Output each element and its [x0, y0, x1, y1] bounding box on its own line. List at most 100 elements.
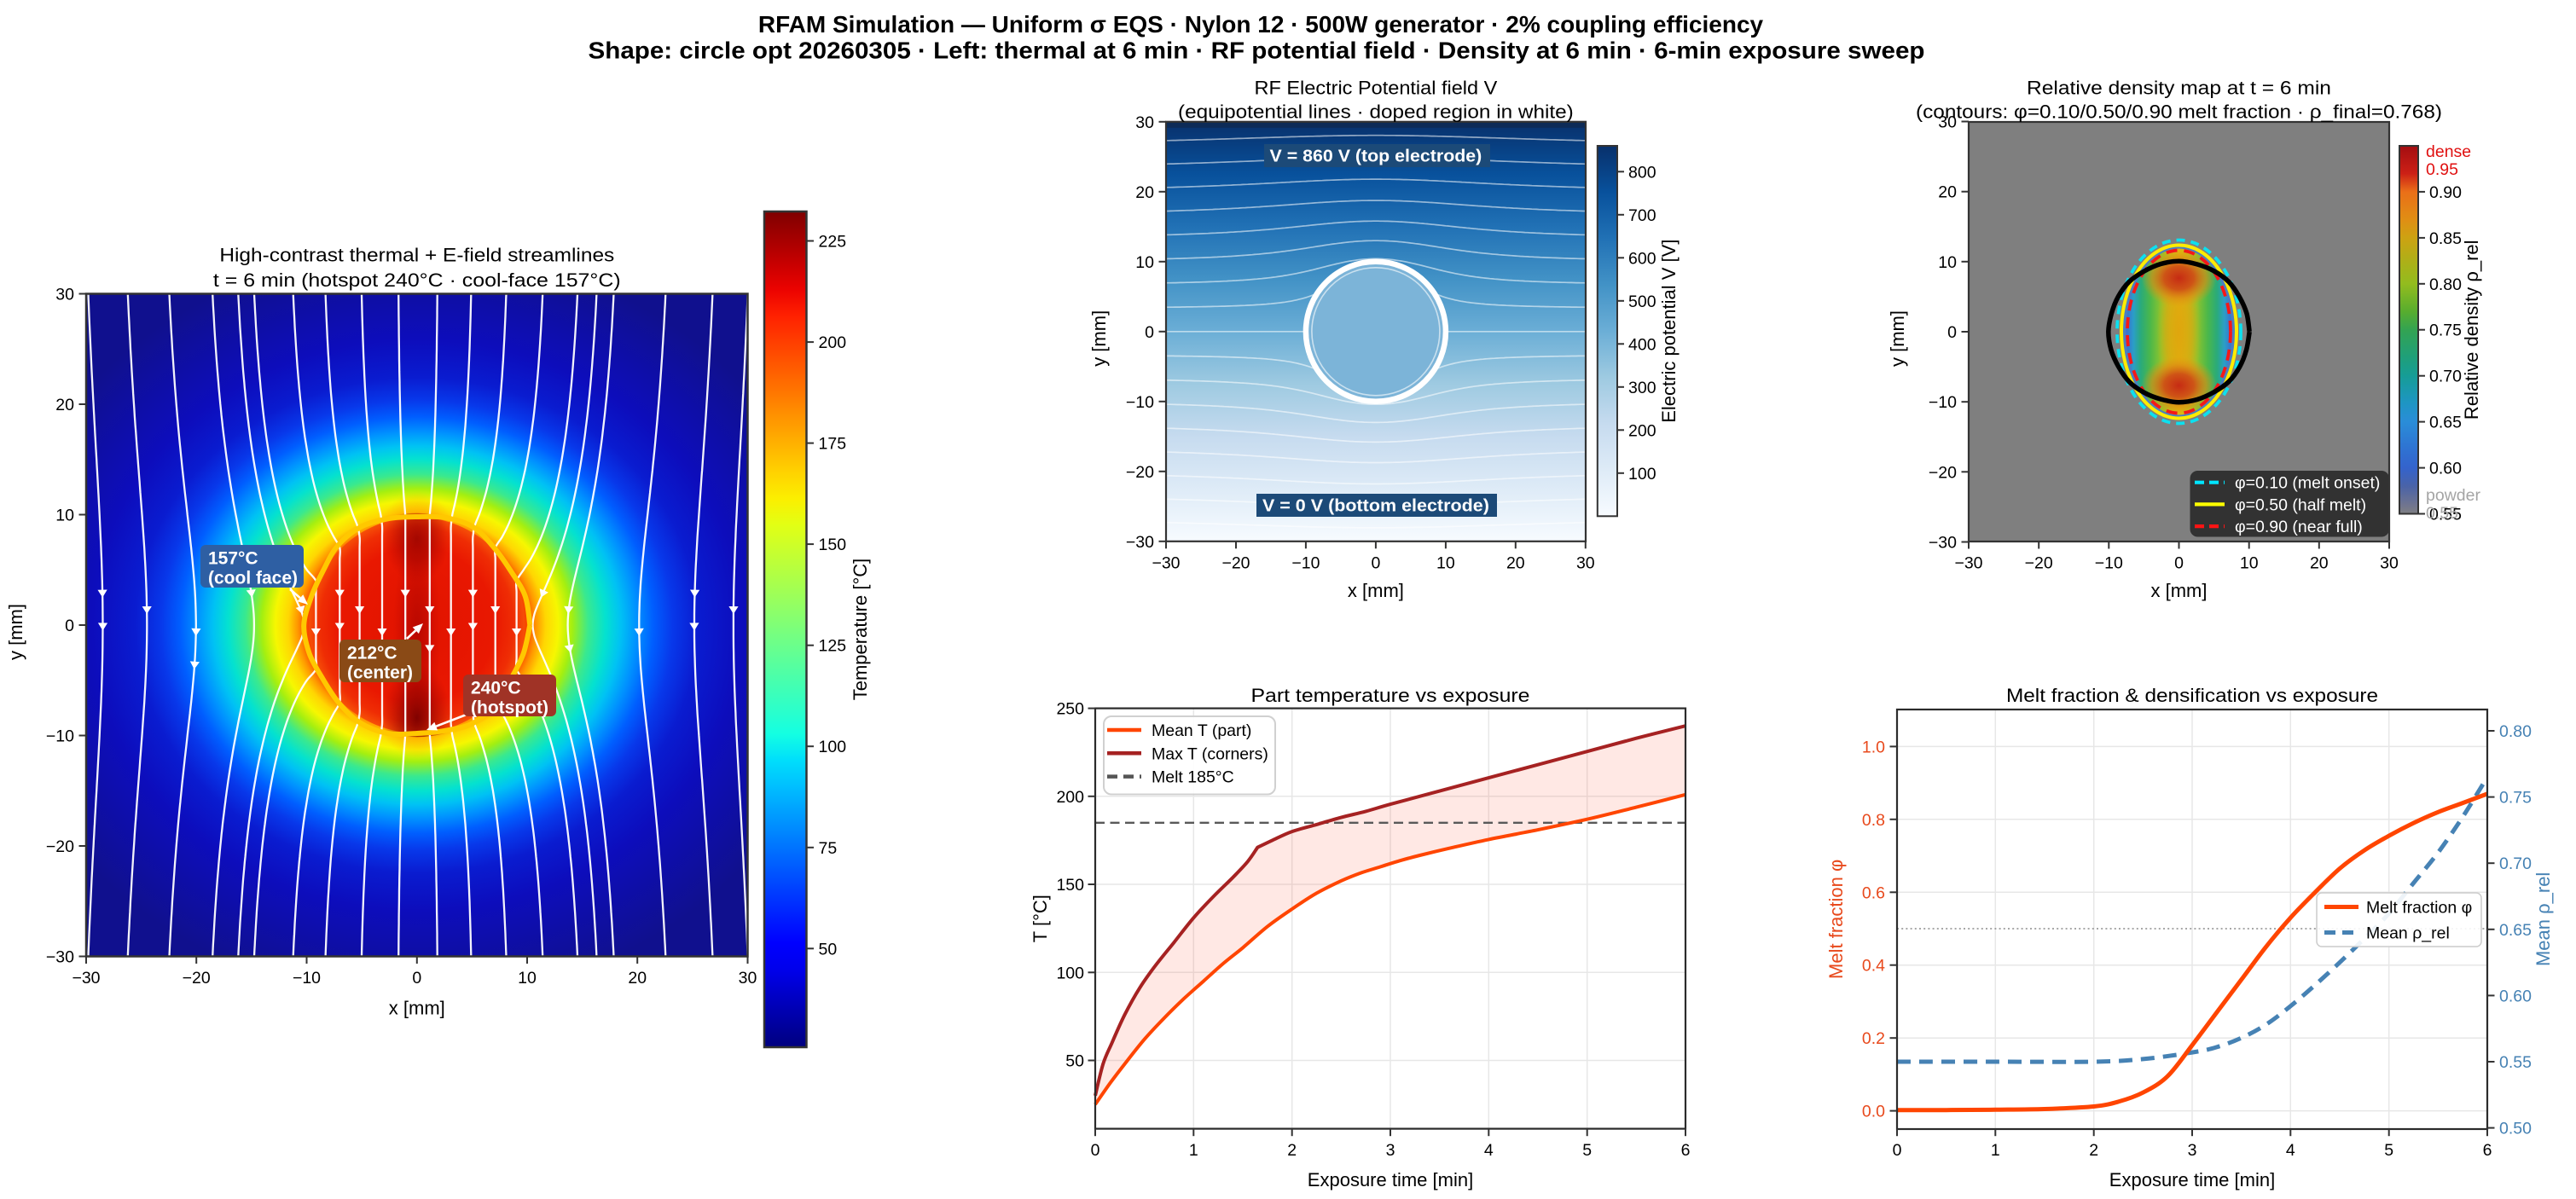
svg-text:20: 20 [1506, 554, 1525, 573]
svg-text:0.75: 0.75 [2499, 789, 2532, 808]
svg-text:0: 0 [1145, 323, 1154, 342]
svg-text:0: 0 [1371, 554, 1380, 573]
svg-text:Exposure time [min]: Exposure time [min] [2109, 1169, 2275, 1190]
svg-text:3: 3 [2188, 1141, 2197, 1160]
svg-text:200: 200 [1056, 788, 1084, 807]
svg-text:φ=0.90 (near full): φ=0.90 (near full) [2235, 518, 2363, 536]
svg-text:−30: −30 [72, 969, 100, 988]
svg-text:0.80: 0.80 [2499, 722, 2532, 741]
svg-text:−10: −10 [2095, 554, 2123, 573]
svg-text:High-contrast thermal + E-fiel: High-contrast thermal + E-field streamli… [219, 244, 614, 265]
svg-text:0.85: 0.85 [2429, 229, 2462, 248]
svg-text:−30: −30 [1152, 554, 1180, 573]
svg-text:50: 50 [819, 940, 838, 959]
svg-text:4: 4 [2286, 1141, 2295, 1160]
svg-text:y [mm]: y [mm] [1887, 310, 1908, 367]
svg-text:φ=0.10 (melt onset): φ=0.10 (melt onset) [2235, 474, 2380, 493]
svg-text:200: 200 [1628, 421, 1656, 440]
svg-text:Mean ρ_rel: Mean ρ_rel [2532, 872, 2554, 966]
svg-text:20: 20 [628, 969, 647, 988]
svg-text:0.70: 0.70 [2499, 854, 2532, 873]
svg-text:0.4: 0.4 [1862, 957, 1885, 976]
svg-text:20: 20 [55, 396, 74, 414]
svg-text:0: 0 [2174, 554, 2184, 573]
svg-text:−20: −20 [46, 837, 74, 856]
svg-text:0.8: 0.8 [1862, 811, 1885, 830]
svg-text:−20: −20 [2025, 554, 2053, 573]
svg-text:0.90: 0.90 [2429, 183, 2462, 202]
svg-text:10: 10 [1938, 253, 1957, 272]
svg-text:RF Electric Potential field V: RF Electric Potential field V [1255, 77, 1498, 98]
svg-text:0.65: 0.65 [2429, 414, 2462, 432]
svg-text:Mean ρ_rel: Mean ρ_rel [2366, 924, 2450, 943]
svg-text:0.55: 0.55 [2499, 1053, 2532, 1072]
svg-text:30: 30 [739, 969, 757, 988]
svg-text:−10: −10 [1291, 554, 1320, 573]
svg-text:20: 20 [1135, 183, 1154, 202]
svg-text:0.60: 0.60 [2429, 460, 2462, 478]
svg-text:−30: −30 [1126, 533, 1154, 552]
svg-text:0.80: 0.80 [2429, 275, 2462, 294]
svg-text:t = 6 min (hotspot 240°C · co: t = 6 min (hotspot 240°C · cool-face 157… [213, 269, 621, 292]
svg-text:φ=0.50 (half melt): φ=0.50 (half melt) [2235, 495, 2366, 514]
svg-text:300: 300 [1628, 379, 1656, 397]
svg-text:0.55: 0.55 [2429, 506, 2462, 524]
svg-text:200: 200 [819, 333, 847, 352]
svg-text:−10: −10 [293, 969, 321, 988]
svg-text:5: 5 [1582, 1141, 1592, 1160]
svg-text:0.95: 0.95 [2426, 160, 2458, 179]
svg-text:Melt fraction & densification: Melt fraction & densification vs exposur… [2006, 685, 2378, 706]
svg-text:0.70: 0.70 [2429, 368, 2462, 386]
svg-text:−30: −30 [1954, 554, 1982, 573]
svg-text:125: 125 [819, 637, 847, 656]
svg-text:dense: dense [2426, 142, 2471, 161]
svg-text:0: 0 [412, 969, 421, 988]
svg-text:V = 0 V (bottom electrode): V = 0 V (bottom electrode) [1262, 496, 1489, 515]
svg-text:0.65: 0.65 [2499, 921, 2532, 940]
svg-text:30: 30 [1135, 113, 1154, 132]
svg-text:800: 800 [1628, 163, 1656, 182]
svg-text:−30: −30 [46, 948, 74, 967]
svg-text:150: 150 [819, 536, 847, 554]
svg-text:(cool face): (cool face) [208, 569, 298, 588]
svg-text:(contours: φ=0.10/0.50/0.90 me: (contours: φ=0.10/0.50/0.90 melt fractio… [1916, 101, 2442, 122]
svg-text:2: 2 [2089, 1141, 2098, 1160]
svg-text:V = 860 V (top electrode): V = 860 V (top electrode) [1270, 147, 1482, 165]
svg-text:50: 50 [1065, 1052, 1084, 1071]
svg-text:10: 10 [55, 507, 74, 525]
svg-text:700: 700 [1628, 206, 1656, 225]
svg-text:x [mm]: x [mm] [2151, 580, 2208, 601]
svg-text:Melt fraction φ: Melt fraction φ [1825, 860, 1847, 979]
svg-text:0.60: 0.60 [2499, 987, 2532, 1005]
svg-text:3: 3 [1386, 1141, 1395, 1160]
svg-text:0.6: 0.6 [1862, 883, 1885, 902]
svg-text:Relative density ρ_rel: Relative density ρ_rel [2461, 240, 2482, 420]
svg-text:600: 600 [1628, 249, 1656, 268]
svg-text:2: 2 [1287, 1141, 1297, 1160]
svg-text:−10: −10 [1126, 393, 1154, 412]
svg-text:0: 0 [65, 617, 74, 635]
svg-text:6: 6 [1681, 1141, 1691, 1160]
svg-text:x [mm]: x [mm] [1348, 580, 1404, 601]
svg-text:1: 1 [1991, 1141, 2000, 1160]
svg-text:Electric potential V [V]: Electric potential V [V] [1658, 240, 1680, 423]
svg-text:0.50: 0.50 [2499, 1120, 2532, 1138]
svg-text:1: 1 [1189, 1141, 1198, 1160]
svg-text:6: 6 [2483, 1141, 2492, 1160]
svg-text:0.55: 0.55 [2426, 504, 2458, 523]
svg-text:T [°C]: T [°C] [1030, 895, 1051, 942]
svg-text:20: 20 [1938, 183, 1957, 202]
svg-text:30: 30 [1938, 113, 1957, 132]
svg-text:10: 10 [1436, 554, 1455, 573]
svg-text:157°C: 157°C [208, 549, 258, 569]
svg-text:100: 100 [819, 738, 847, 756]
svg-text:250: 250 [1056, 700, 1084, 719]
svg-text:0: 0 [1947, 323, 1957, 342]
svg-text:20: 20 [2310, 554, 2329, 573]
svg-text:10: 10 [1135, 253, 1154, 272]
svg-text:4: 4 [1484, 1141, 1494, 1160]
svg-text:5: 5 [2384, 1141, 2393, 1160]
svg-text:Shape: circle opt 20260305 ·: Shape: circle opt 20260305 · Left: therm… [589, 38, 1925, 64]
svg-text:10: 10 [2240, 554, 2259, 573]
svg-text:RFAM Simulation — Uniform σ EQ: RFAM Simulation — Uniform σ EQS · Nylon … [758, 11, 1764, 38]
